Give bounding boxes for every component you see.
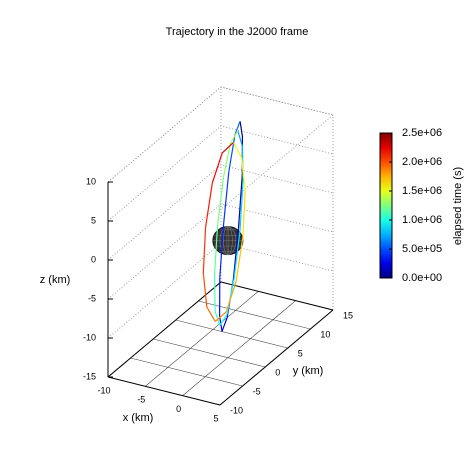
grid-line: [145, 291, 259, 387]
trajectory-segment: [237, 130, 244, 147]
z-tick-label: 10: [86, 176, 96, 186]
grid-line: [107, 203, 334, 300]
grid-line: [107, 281, 334, 378]
x-tick-label: -10: [97, 385, 110, 395]
x-tick-label: -5: [137, 395, 145, 405]
grid-line: [107, 164, 334, 261]
trajectory-segment: [232, 228, 240, 281]
trajectory-segment: [242, 190, 246, 237]
z-tick-label: 0: [91, 254, 96, 264]
y-axis-label: y (km): [293, 365, 324, 377]
trajectory-segment: [202, 272, 208, 308]
y-tick-label: 10: [320, 329, 330, 339]
trajectory-segment: [239, 121, 244, 137]
trajectory-segment: [214, 311, 227, 322]
box-edge: [107, 376, 221, 406]
x-tick-label: 5: [213, 413, 218, 423]
x-axis-label: x (km): [123, 412, 154, 424]
trajectory-segment: [206, 306, 216, 322]
trajectory-segment: [235, 236, 244, 282]
box-edge: [219, 114, 334, 211]
colorbar-tick-label: 2.0e+06: [402, 156, 442, 168]
y-tick-label: -10: [230, 405, 243, 415]
y-tick-label: -5: [253, 386, 261, 396]
trajectory-segment: [222, 142, 232, 177]
grid-line: [182, 300, 296, 396]
y-tick-label: 15: [343, 310, 353, 320]
trajectory-segment: [232, 142, 243, 159]
box-edge: [219, 309, 334, 406]
z-tick-label: -10: [83, 332, 96, 342]
grid-line: [107, 125, 334, 222]
trajectory-segment: [237, 175, 243, 229]
colorbar-tick-label: 2.5e+06: [402, 127, 442, 139]
box-edge: [107, 281, 222, 378]
trajectory-segment: [228, 134, 236, 172]
trajectory-segment: [204, 182, 213, 228]
trajectory-segment: [234, 120, 241, 135]
trajectory-segment: [221, 142, 234, 154]
grid-line: [107, 86, 334, 183]
z-axis-label: z (km): [40, 274, 71, 286]
colorbar-tick-label: 1.5e+06: [402, 185, 442, 197]
trajectory-segment: [219, 313, 228, 326]
trajectory-segment: [213, 274, 216, 312]
trajectory-segment: [222, 171, 230, 225]
trajectory-segment: [241, 157, 246, 192]
z-tick-label: -5: [88, 293, 96, 303]
trajectory-segment: [233, 230, 241, 280]
grid-line: [130, 357, 243, 387]
z-tick-label: -15: [83, 371, 96, 381]
grid-line: [175, 319, 288, 349]
trajectory-segment: [219, 224, 225, 278]
colorbar-tick-label: 5.0e+05: [402, 243, 442, 255]
x-tick-label: 0: [176, 404, 181, 414]
trajectory-segment: [211, 152, 223, 183]
grid-line: [198, 300, 311, 330]
y-tick-label: 0: [275, 367, 280, 377]
colorbar-tick-label: 0.0e+00: [402, 272, 442, 284]
z-tick-label: 5: [91, 215, 96, 225]
trajectory-segment: [213, 225, 219, 275]
trajectory-segment: [216, 176, 225, 226]
y-tick-label: 5: [298, 348, 303, 358]
colorbar-tick-label: 1.0e+06: [402, 214, 442, 226]
grid-line: [153, 338, 266, 368]
box-edge: [220, 281, 334, 311]
colorbar-label: elapsed time (s): [452, 167, 464, 245]
trajectory-segment: [221, 317, 228, 332]
trajectory-segment: [225, 281, 237, 313]
trajectory-segment: [202, 227, 207, 274]
trajectory-segment: [229, 130, 239, 144]
box-edge: [107, 86, 222, 183]
chart-title: Trajectory in the J2000 frame: [166, 26, 309, 38]
trajectory-segment: [214, 310, 221, 326]
colorbar: [379, 132, 393, 279]
trajectory-segment: [239, 181, 244, 232]
box-edge: [220, 86, 334, 116]
